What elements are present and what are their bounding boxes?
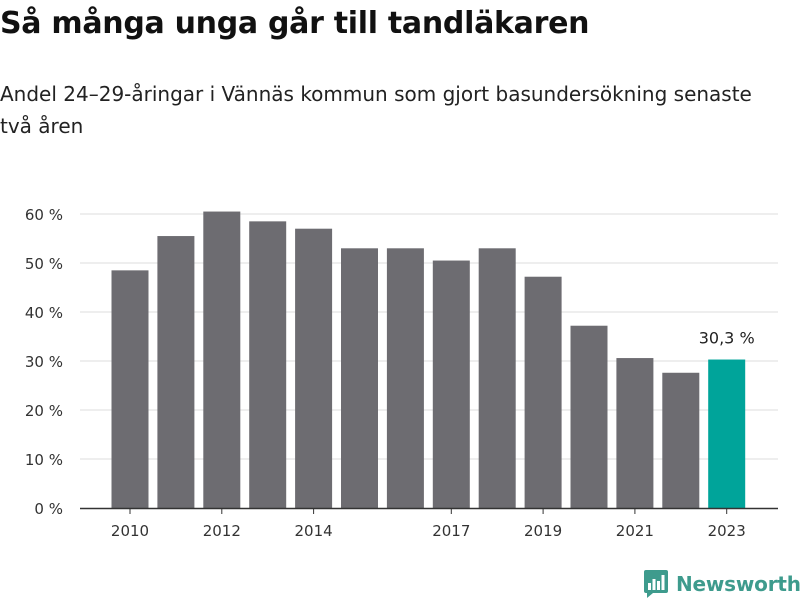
y-tick-label: 0 % — [34, 500, 63, 518]
bar-2019 — [524, 276, 562, 508]
x-tick-label: 2014 — [295, 522, 333, 540]
grid-lines — [80, 213, 778, 460]
x-tick-label: 2010 — [111, 522, 149, 540]
bar-2023 — [708, 359, 746, 508]
y-tick-label: 30 % — [25, 353, 63, 371]
bar-chart-icon — [644, 570, 668, 598]
y-tick-label: 40 % — [25, 304, 63, 322]
bar-2021 — [616, 358, 654, 508]
bar-2011 — [157, 236, 195, 509]
bar-2016 — [386, 248, 424, 509]
y-axis-ticks: 0 % 10 % 20 % 30 % 40 % 50 % 60 % — [25, 206, 63, 518]
y-tick-label: 20 % — [25, 402, 63, 420]
bar-2014 — [295, 228, 333, 508]
newsworthy-logo: Newsworthy — [644, 568, 800, 600]
x-axis-ticks: 2010 2012 2014 2017 2019 2021 2023 — [111, 508, 746, 540]
y-tick-label: 60 % — [25, 206, 63, 224]
logo-text: Newsworthy — [676, 572, 800, 596]
x-tick-label: 2021 — [616, 522, 654, 540]
annotations: 30,3 % — [699, 329, 755, 348]
bars — [111, 211, 746, 509]
bar-2010 — [111, 270, 149, 508]
bar-chart: 0 % 10 % 20 % 30 % 40 % 50 % 60 % 2010 2012 2014… — [25, 206, 778, 540]
chart-title: Så många unga går till tandläkaren — [0, 6, 590, 41]
x-tick-label: 2023 — [708, 522, 746, 540]
x-tick-label: 2019 — [524, 522, 562, 540]
y-tick-label: 10 % — [25, 451, 63, 469]
bar-2013 — [249, 221, 287, 508]
bar-2015 — [341, 248, 378, 509]
value-label-2023: 30,3 % — [699, 329, 755, 348]
bar-2020 — [570, 325, 608, 508]
bar-2022 — [662, 372, 700, 508]
y-tick-label: 50 % — [25, 255, 63, 273]
bar-2018 — [478, 248, 516, 509]
bar-2017 — [432, 260, 470, 508]
bar-2012 — [203, 211, 241, 509]
chart-subtitle: Andel 24–29-åringar i Vännäs kommun som … — [0, 82, 752, 138]
x-tick-label: 2012 — [203, 522, 241, 540]
x-tick-label: 2017 — [432, 522, 470, 540]
